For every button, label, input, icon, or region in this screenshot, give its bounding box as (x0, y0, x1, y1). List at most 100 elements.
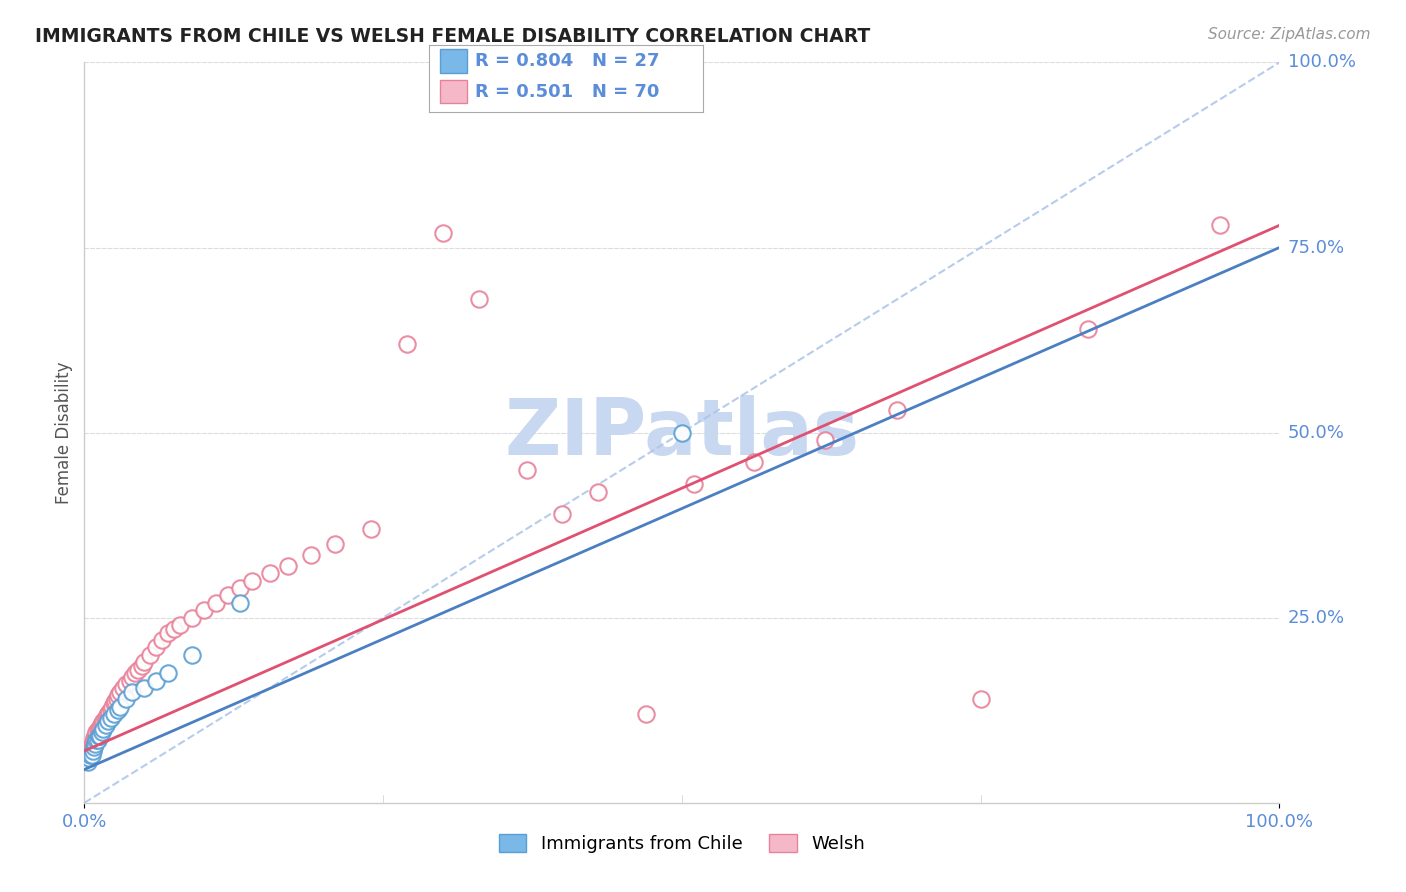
Point (325, 536, 347, 550)
Point (90, 718, 112, 732)
Point (118, 673, 141, 688)
Point (181, 648, 204, 662)
Point (77, 751, 100, 765)
Point (89, 720, 111, 734)
Point (259, 566, 281, 581)
Point (98, 706, 121, 720)
Point (1077, 322, 1099, 336)
Point (145, 640, 167, 655)
Point (104, 693, 127, 707)
Point (101, 699, 124, 714)
Point (468, 293, 491, 307)
Point (91, 725, 114, 739)
Point (150, 632, 173, 647)
Bar (440, 49, 467, 73)
Point (157, 666, 180, 681)
Point (77, 755, 100, 769)
Point (86, 732, 108, 747)
Point (89, 729, 111, 743)
Point (145, 673, 167, 688)
Text: Source: ZipAtlas.com: Source: ZipAtlas.com (1208, 27, 1371, 42)
Text: R = 0.804   N = 27: R = 0.804 N = 27 (475, 52, 659, 70)
Point (229, 596, 252, 610)
Point (83, 740, 105, 755)
Point (432, 226, 454, 240)
Point (84, 737, 107, 751)
Point (127, 663, 149, 677)
Point (94, 711, 117, 725)
Point (97, 706, 120, 721)
Point (79, 742, 101, 756)
Point (107, 689, 129, 703)
Point (683, 477, 706, 491)
Point (103, 696, 125, 710)
Point (84, 729, 107, 743)
Text: 75.0%: 75.0% (1288, 238, 1346, 257)
Point (970, 692, 993, 706)
Point (360, 522, 382, 536)
Point (742, 455, 765, 469)
Point (82, 737, 104, 751)
Point (115, 677, 138, 691)
Text: 25.0%: 25.0% (1288, 608, 1346, 627)
Point (76, 751, 98, 765)
Point (163, 622, 186, 636)
Point (277, 558, 299, 573)
Point (79, 747, 101, 762)
Point (80, 747, 103, 762)
Text: IMMIGRANTS FROM CHILE VS WELSH FEMALE DISABILITY CORRELATION CHART: IMMIGRANTS FROM CHILE VS WELSH FEMALE DI… (35, 27, 870, 45)
Point (93, 714, 115, 729)
Point (93, 722, 115, 736)
Point (229, 581, 252, 595)
Point (121, 685, 143, 699)
Y-axis label: Female Disability: Female Disability (55, 361, 73, 504)
Point (80, 740, 103, 755)
Point (217, 589, 239, 603)
Point (131, 658, 153, 673)
Point (86, 732, 108, 747)
Point (111, 681, 134, 695)
Point (87, 722, 110, 736)
Point (139, 648, 162, 662)
Point (97, 714, 120, 729)
Point (110, 685, 132, 699)
Point (103, 706, 125, 721)
Point (132, 681, 156, 695)
Point (86, 725, 108, 739)
Point (82, 735, 104, 749)
Point (83, 732, 105, 747)
Text: R = 0.501   N = 70: R = 0.501 N = 70 (475, 83, 659, 101)
Text: 50.0%: 50.0% (1288, 424, 1344, 442)
Point (110, 699, 132, 714)
Legend: Immigrants from Chile, Welsh: Immigrants from Chile, Welsh (492, 827, 872, 861)
Point (96, 708, 118, 723)
Point (124, 666, 146, 681)
Point (1209, 219, 1232, 233)
Point (77, 744, 100, 758)
Point (588, 484, 610, 499)
Point (205, 596, 228, 610)
Point (396, 336, 419, 351)
Point (115, 692, 138, 706)
Point (551, 507, 574, 521)
Point (87, 729, 110, 743)
Point (105, 692, 128, 706)
Bar (440, 80, 467, 103)
Point (181, 610, 204, 624)
Point (83, 731, 105, 745)
Point (91, 715, 114, 730)
Point (636, 706, 658, 721)
Point (814, 433, 837, 447)
Point (100, 711, 122, 725)
Point (86, 723, 108, 738)
Point (82, 744, 104, 758)
Point (107, 703, 129, 717)
Point (121, 670, 143, 684)
Point (886, 403, 908, 417)
Point (93, 713, 115, 727)
Point (193, 603, 215, 617)
Point (100, 703, 122, 717)
Point (169, 618, 191, 632)
Text: 100.0%: 100.0% (1288, 54, 1355, 71)
Point (80, 738, 103, 752)
